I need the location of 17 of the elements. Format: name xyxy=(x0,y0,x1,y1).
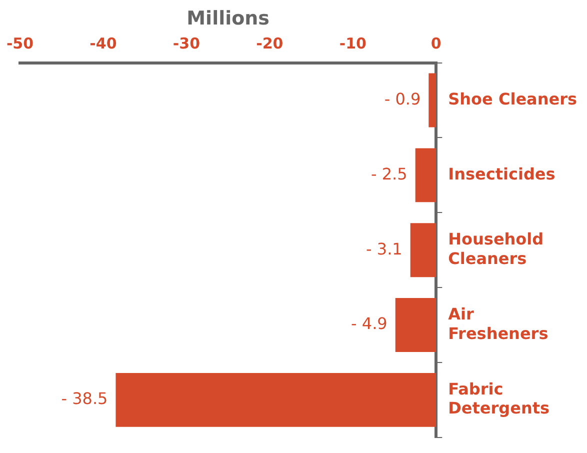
y-tick-label: Fabric Detergents xyxy=(448,379,550,418)
y-tick-label: Air Fresheners xyxy=(448,304,548,343)
x-tick-label: -10 xyxy=(339,34,366,53)
x-axis-title: Millions xyxy=(186,7,270,30)
data-label: - 38.5 xyxy=(61,389,108,408)
data-label: - 2.5 xyxy=(371,164,408,184)
x-tick-label: -30 xyxy=(172,34,200,53)
x-tick-label: 0 xyxy=(430,34,442,53)
x-tick-label: -50 xyxy=(6,34,34,53)
x-tick-label: -20 xyxy=(256,34,284,53)
data-label: - 4.9 xyxy=(351,314,388,334)
x-tick-label: -40 xyxy=(90,34,117,53)
data-label: - 3.1 xyxy=(366,239,402,258)
y-tick-label: Shoe Cleaners xyxy=(448,89,577,108)
data-label: - 0.9 xyxy=(384,89,421,108)
y-tick-label: Insecticides xyxy=(448,164,556,184)
y-tick-label: Household Cleaners xyxy=(448,230,544,268)
